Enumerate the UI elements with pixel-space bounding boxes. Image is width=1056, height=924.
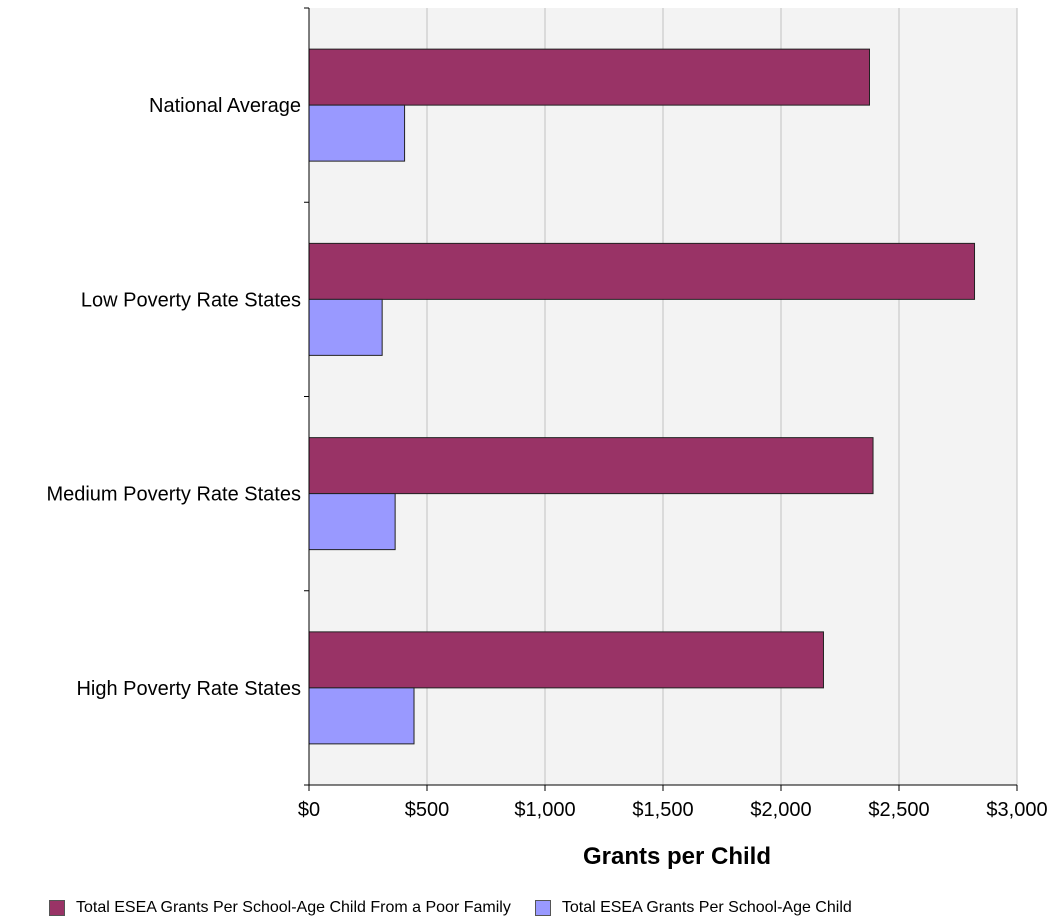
x-tick-label-500: $500 bbox=[405, 799, 450, 821]
bar-medium-poverty-rate-states-series-1 bbox=[308, 493, 396, 551]
legend-item-poor-family: Total ESEA Grants Per School-Age Child F… bbox=[49, 899, 511, 917]
category-label-low-poverty-rate-states: Low Poverty Rate States bbox=[81, 289, 301, 311]
legend-swatch-poor-family bbox=[49, 900, 65, 916]
bar-low-poverty-rate-states-series-1 bbox=[308, 298, 383, 356]
axes bbox=[304, 7, 1018, 791]
bars bbox=[308, 48, 976, 745]
x-tick-label-2500: $2,500 bbox=[868, 799, 929, 821]
x-axis-title: Grants per Child bbox=[583, 843, 771, 870]
x-tick-label-1000: $1,000 bbox=[514, 799, 575, 821]
legend-item-school-age-child: Total ESEA Grants Per School-Age Child bbox=[534, 899, 852, 917]
legend-label-poor-family: Total ESEA Grants Per School-Age Child F… bbox=[76, 899, 511, 916]
category-label-national-average: National Average bbox=[149, 95, 301, 117]
x-tick-label-1500: $1,500 bbox=[632, 799, 693, 821]
gridlines bbox=[426, 8, 1018, 785]
bar-high-poverty-rate-states-series-1 bbox=[308, 687, 415, 745]
bar-chart: National Average Low Poverty Rate States M… bbox=[46, 7, 1048, 870]
bar-high-poverty-rate-states-series-0 bbox=[308, 631, 824, 689]
x-tick-labels: $0 $500 $1,000 $1,500 $2,000 $2,500 $3,000 bbox=[298, 799, 1048, 821]
bar-medium-poverty-rate-states-series-0 bbox=[308, 437, 874, 495]
bar-low-poverty-rate-states-series-0 bbox=[308, 242, 976, 300]
legend-swatch-school-age-child bbox=[534, 900, 551, 916]
x-tick-label-3000: $3,000 bbox=[986, 799, 1047, 821]
legend: Total ESEA Grants Per School-Age Child F… bbox=[49, 893, 876, 923]
category-label-medium-poverty-rate-states: Medium Poverty Rate States bbox=[46, 484, 301, 506]
bar-national-average-series-1 bbox=[308, 104, 406, 162]
x-tick-label-2000: $2,000 bbox=[750, 799, 811, 821]
legend-label-school-age-child: Total ESEA Grants Per School-Age Child bbox=[561, 899, 852, 916]
x-tick-label-0: $0 bbox=[298, 799, 320, 821]
category-labels: National Average Low Poverty Rate States M… bbox=[46, 95, 301, 700]
category-label-high-poverty-rate-states: High Poverty Rate States bbox=[76, 678, 301, 700]
bar-national-average-series-0 bbox=[308, 48, 870, 106]
